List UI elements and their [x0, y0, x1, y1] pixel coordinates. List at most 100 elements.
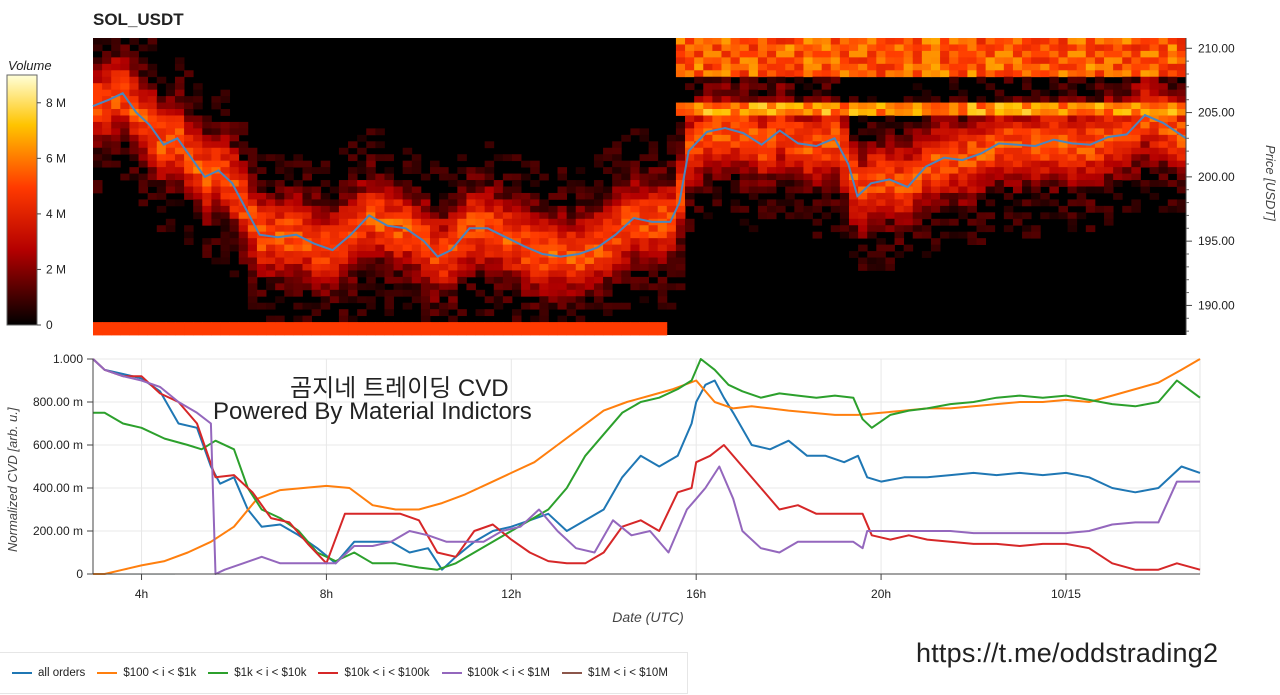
heatmap-cell [994, 89, 1005, 97]
heatmap-cell [812, 44, 823, 52]
heatmap-cell [675, 173, 686, 181]
heatmap-cell [1104, 134, 1114, 142]
heatmap-cell [1040, 109, 1050, 116]
heatmap-cell [238, 238, 249, 246]
heatmap-cell [548, 212, 558, 220]
heatmap-cell [484, 251, 495, 258]
heatmap-cell [220, 251, 231, 258]
heatmap-cell [785, 128, 795, 136]
heatmap-cell [621, 328, 631, 336]
heatmap-cell [484, 263, 495, 271]
heatmap-cell [776, 96, 786, 103]
heatmap-cell [357, 205, 367, 213]
heatmap-cell [411, 212, 422, 220]
heatmap-cell [211, 128, 221, 136]
heatmap-cell [1094, 76, 1105, 84]
heatmap-cell [302, 238, 312, 246]
heatmap-cell [430, 270, 440, 278]
heatmap-cell [174, 102, 185, 110]
heatmap-cell [184, 173, 194, 181]
heatmap-cell [730, 102, 741, 110]
heatmap-cell [430, 212, 440, 220]
heatmap-cell [402, 167, 413, 174]
heatmap-cell [985, 70, 996, 78]
heatmap-cell [229, 218, 240, 226]
heatmap-cell [420, 199, 431, 207]
telegram-link[interactable]: https://t.me/oddstrading2 [916, 638, 1219, 668]
heatmap-cell [530, 302, 540, 310]
heatmap-cell [502, 283, 513, 291]
heatmap-cell [138, 102, 149, 110]
heatmap-cell [721, 109, 731, 116]
heatmap-cell [976, 50, 987, 58]
heatmap-cell [767, 76, 777, 84]
heatmap-cell [375, 186, 385, 194]
heatmap-cell [402, 160, 413, 168]
heatmap-cell [311, 257, 322, 265]
heatmap-cell [994, 147, 1005, 155]
heatmap-cell [1012, 50, 1023, 58]
heatmap-cell [1131, 70, 1141, 78]
heatmap-cell [430, 296, 440, 304]
heatmap-cell [457, 309, 467, 317]
heatmap-cell [903, 141, 914, 149]
heatmap-cell [894, 57, 905, 65]
heatmap-cell [876, 186, 886, 194]
heatmap-cell [803, 63, 813, 71]
heatmap-cell [238, 192, 249, 200]
heatmap-cell [530, 167, 540, 174]
heatmap-cell [247, 263, 258, 271]
heatmap-cell [685, 186, 695, 194]
heatmap-cell [102, 83, 112, 91]
heatmap-cell [439, 283, 449, 291]
heatmap-cell [767, 134, 777, 142]
heatmap-cell [1158, 109, 1169, 116]
heatmap-cell [821, 128, 832, 136]
heatmap-cell [147, 96, 158, 103]
heatmap-cell [730, 199, 741, 207]
heatmap-cell [211, 102, 221, 110]
heatmap-cell [876, 173, 886, 181]
heatmap-cell [1049, 167, 1059, 174]
heatmap-cell [675, 141, 686, 149]
heatmap-cell [393, 225, 404, 233]
price-volume-heatmap [93, 38, 1187, 336]
heatmap-cell [1031, 141, 1041, 149]
heatmap-cell [1058, 173, 1068, 181]
heatmap-cell [375, 225, 385, 233]
heatmap-cell [685, 160, 695, 168]
heatmap-cell [648, 154, 659, 162]
heatmap-cell [138, 121, 149, 129]
heatmap-cell [776, 205, 786, 213]
heatmap-cell [730, 134, 741, 142]
heatmap-cell [575, 167, 586, 174]
heatmap-cell [1176, 173, 1187, 181]
heatmap-cell [593, 289, 604, 297]
heatmap-cell [566, 218, 577, 226]
heatmap-cell [848, 199, 859, 207]
heatmap-cell [767, 121, 777, 129]
heatmap-cell [411, 244, 422, 252]
heatmap-cell [621, 192, 631, 200]
heatmap-cell [794, 173, 804, 181]
heatmap-cell [1022, 57, 1032, 65]
heatmap-cell [384, 328, 394, 336]
heatmap-cell [384, 199, 394, 207]
heatmap-cell [575, 257, 586, 265]
heatmap-cell [548, 238, 558, 246]
heatmap-cell [502, 296, 513, 304]
heatmap-cell [848, 218, 859, 226]
heatmap-cell [949, 180, 959, 187]
heatmap-cell [384, 186, 394, 194]
heatmap-cell [329, 296, 340, 304]
heatmap-cell [1131, 44, 1141, 52]
heatmap-cell [1113, 102, 1123, 110]
heatmap-cell [1167, 134, 1178, 142]
heatmap-cell [903, 154, 914, 162]
heatmap-cell [894, 251, 905, 258]
heatmap-cell [821, 160, 832, 168]
heatmap-cell [767, 186, 777, 194]
heatmap-cell [812, 50, 823, 58]
heatmap-cell [375, 212, 385, 220]
heatmap-cell [1131, 205, 1141, 213]
